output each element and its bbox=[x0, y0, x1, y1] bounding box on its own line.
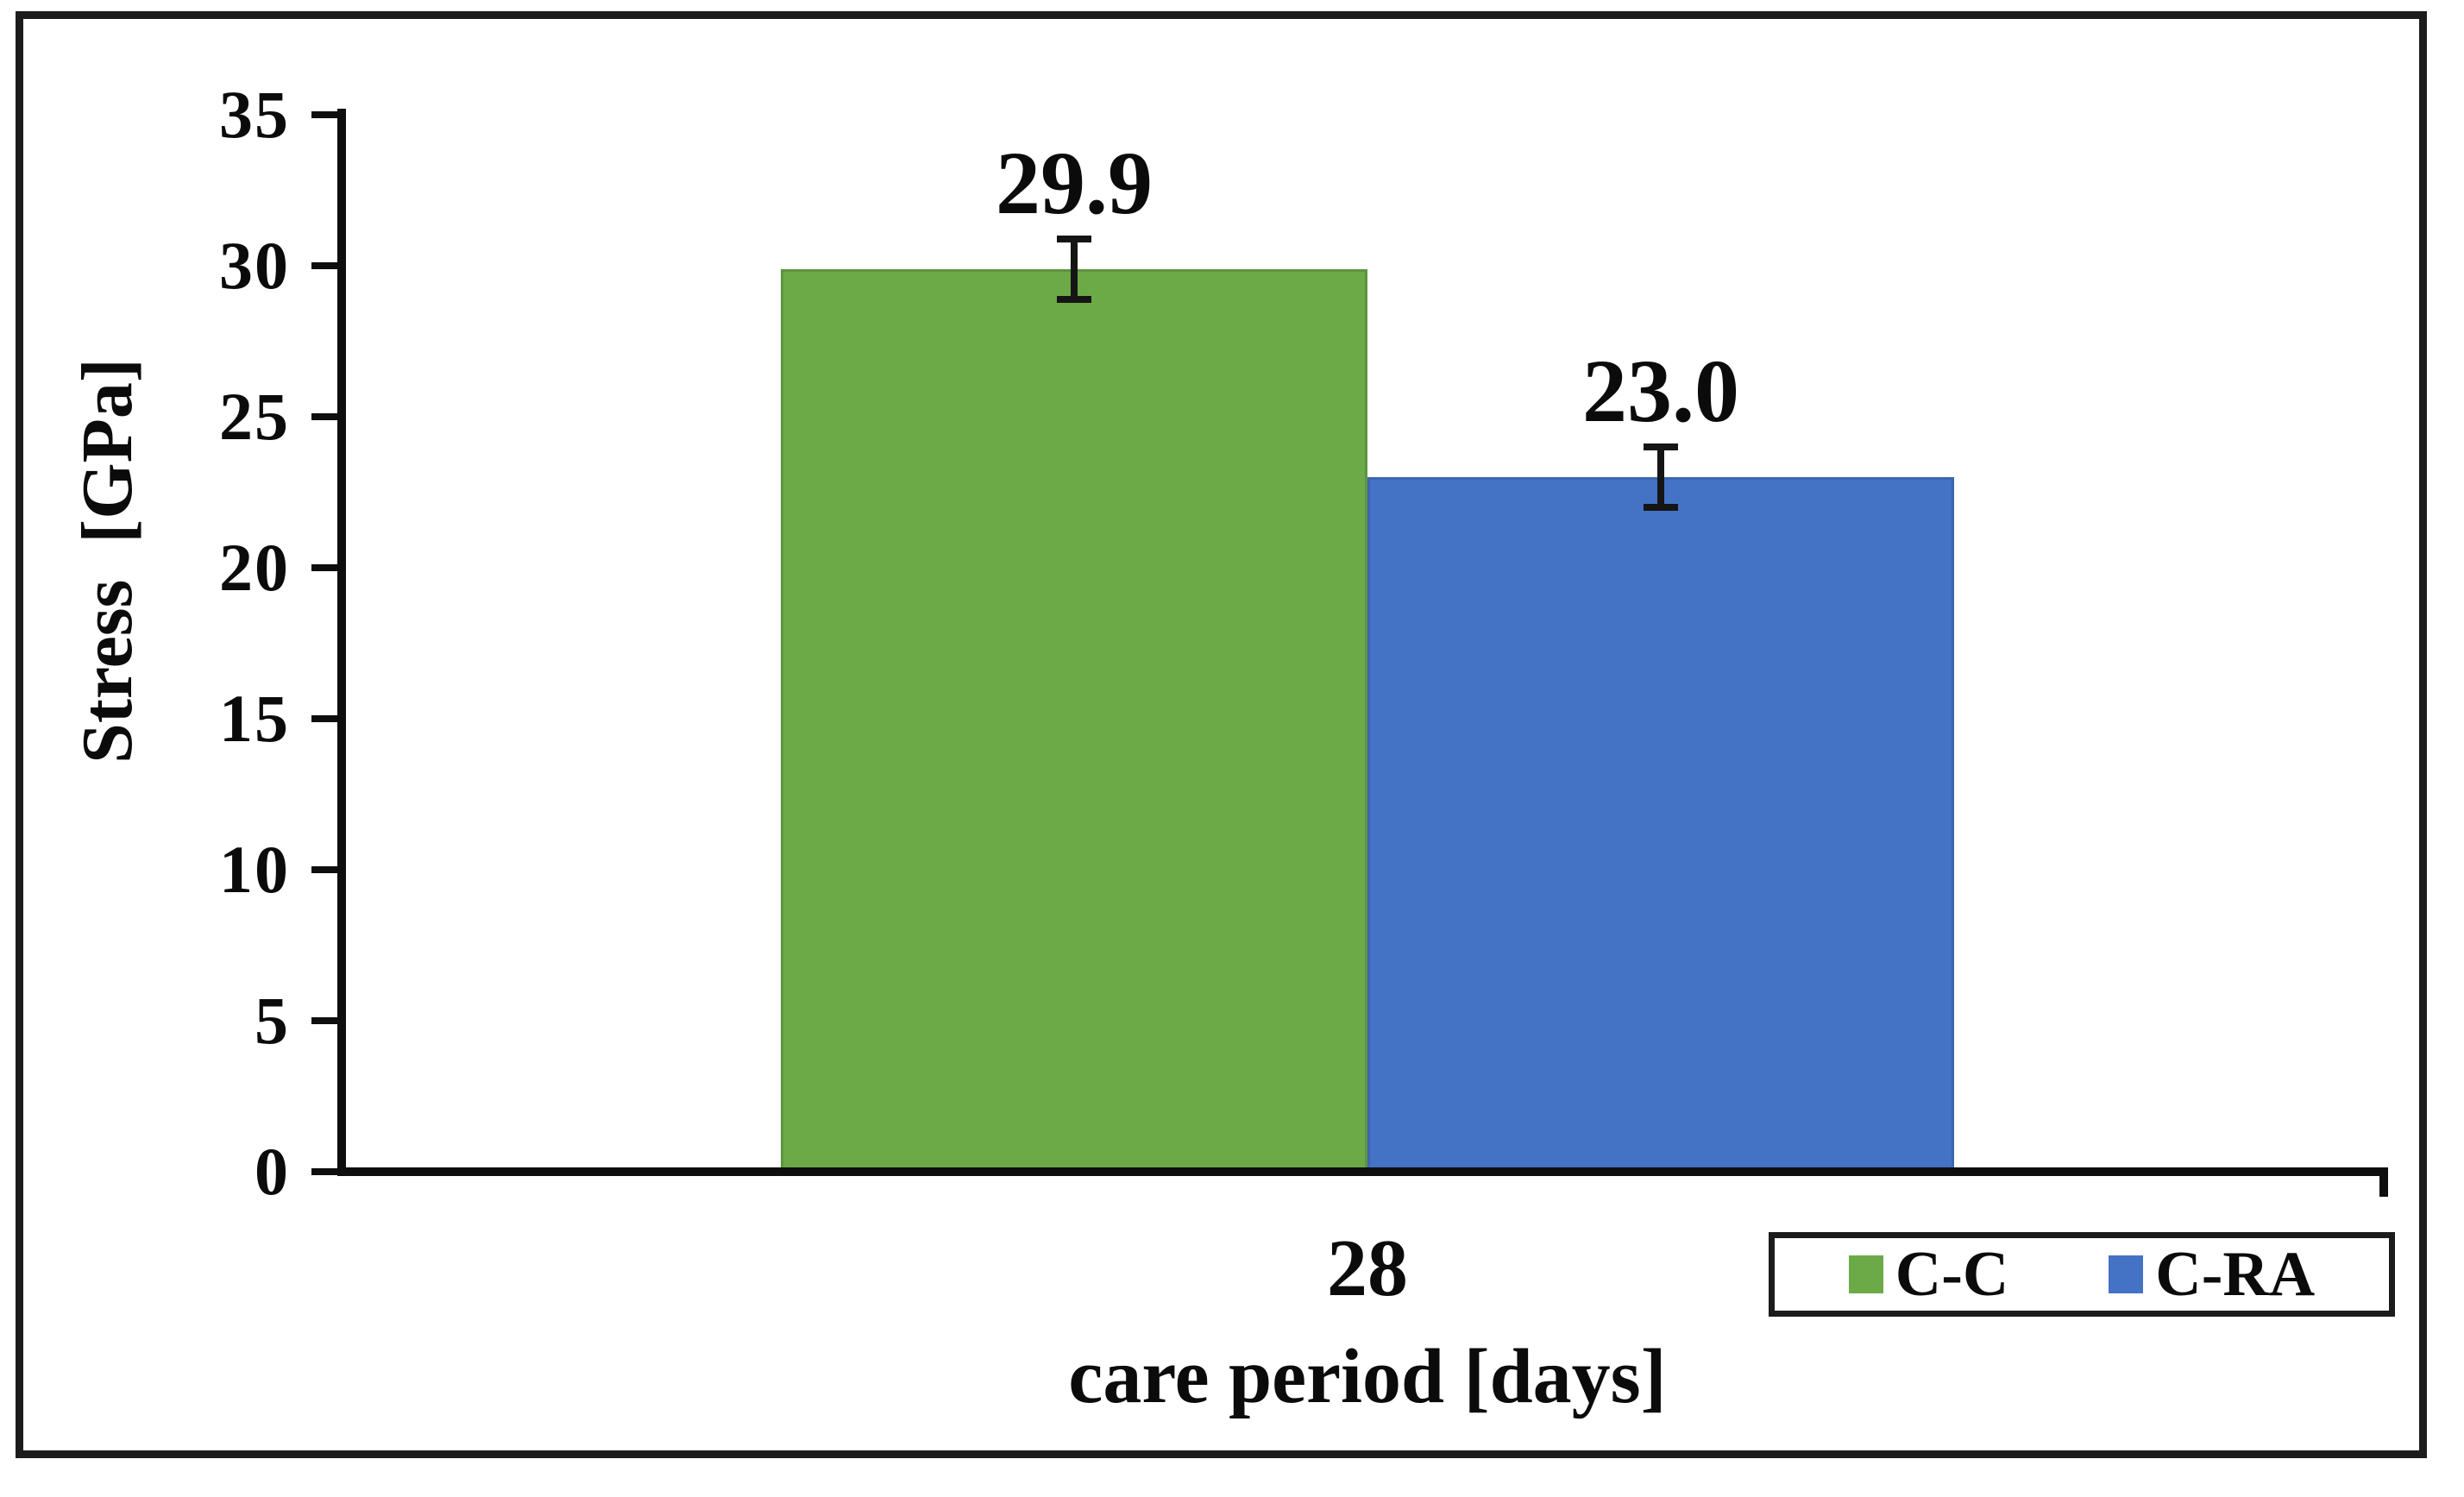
legend-swatch-c-c bbox=[1848, 1255, 1883, 1293]
y-tick-label: 30 bbox=[219, 228, 290, 303]
data-label-c-ra: 23.0 bbox=[1582, 342, 1739, 441]
bar-c-ra bbox=[1367, 477, 1954, 1172]
error-bar-stem bbox=[1071, 238, 1078, 299]
y-tick-label: 20 bbox=[219, 530, 290, 605]
y-tick bbox=[311, 564, 337, 571]
y-tick bbox=[311, 262, 337, 269]
x-axis-end-tick bbox=[2379, 1167, 2388, 1197]
y-tick bbox=[311, 413, 337, 420]
y-tick-label: 10 bbox=[219, 832, 290, 907]
y-tick-label: 25 bbox=[219, 379, 290, 454]
y-axis-line bbox=[337, 109, 346, 1176]
y-tick-label: 5 bbox=[255, 983, 290, 1058]
legend: C-C C-RA bbox=[1769, 1232, 2395, 1317]
legend-item-c-c: C-C bbox=[1848, 1239, 2009, 1310]
y-tick-label: 35 bbox=[219, 77, 290, 152]
x-tick-label: 28 bbox=[1327, 1223, 1408, 1313]
x-axis-title: care period [days] bbox=[1068, 1334, 1667, 1419]
legend-label: C-RA bbox=[2155, 1239, 2316, 1310]
error-bar-cap bbox=[1057, 235, 1091, 242]
error-bar-cap bbox=[1644, 504, 1678, 511]
legend-item-c-ra: C-RA bbox=[2109, 1242, 2315, 1306]
bar-c-c bbox=[781, 268, 1367, 1172]
data-label-c-c: 29.9 bbox=[996, 133, 1153, 233]
error-bar-cap bbox=[1057, 295, 1091, 303]
y-tick bbox=[311, 715, 337, 722]
y-tick bbox=[311, 1168, 337, 1175]
y-tick-label: 15 bbox=[219, 681, 290, 756]
legend-swatch-c-ra bbox=[2109, 1255, 2144, 1293]
y-tick bbox=[311, 1017, 337, 1024]
x-axis-line bbox=[337, 1167, 2388, 1176]
error-bar-stem bbox=[1657, 447, 1664, 507]
legend-label: C-C bbox=[1895, 1239, 2009, 1310]
y-tick bbox=[311, 866, 337, 873]
y-tick-label: 0 bbox=[255, 1134, 290, 1209]
error-bar-cap bbox=[1644, 443, 1678, 450]
y-tick bbox=[311, 111, 337, 118]
